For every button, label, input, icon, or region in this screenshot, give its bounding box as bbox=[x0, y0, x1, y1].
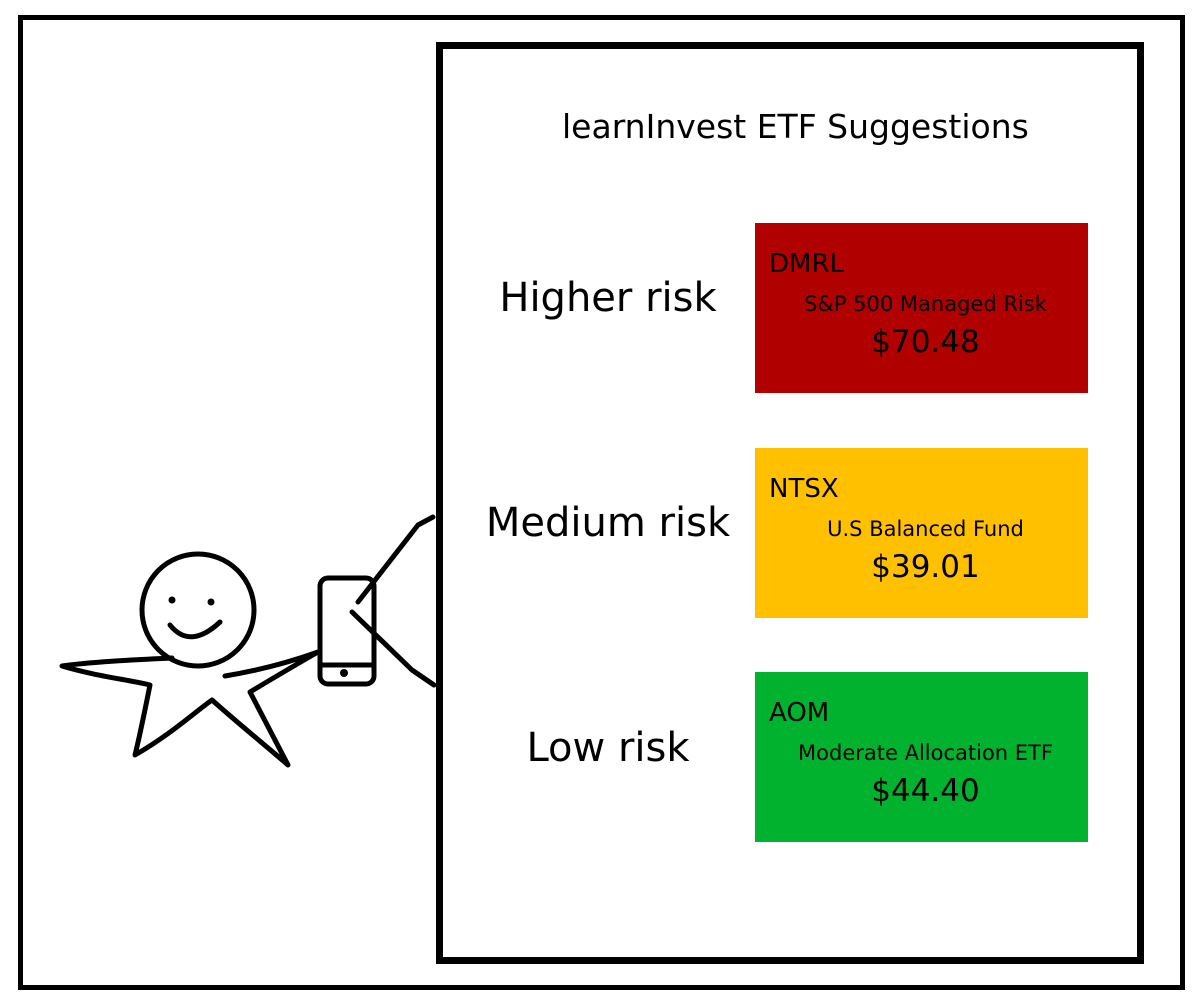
phone-screen-panel: learnInvest ETF Suggestions Higher risk … bbox=[436, 42, 1144, 964]
outer-frame bbox=[18, 15, 1185, 990]
etf-card-dmrl[interactable]: DMRL S&P 500 Managed Risk $70.48 bbox=[755, 223, 1088, 393]
risk-label-higher: Higher risk bbox=[499, 275, 717, 321]
etf-ticker: NTSX bbox=[769, 474, 839, 504]
etf-price: $44.40 bbox=[871, 773, 980, 809]
app-title: learnInvest ETF Suggestions bbox=[562, 107, 1029, 146]
etf-ticker: AOM bbox=[769, 698, 830, 728]
etf-price: $70.48 bbox=[871, 324, 980, 360]
etf-fund-name: Moderate Allocation ETF bbox=[798, 741, 1053, 765]
risk-label-medium: Medium risk bbox=[485, 500, 731, 546]
etf-card-ntsx[interactable]: NTSX U.S Balanced Fund $39.01 bbox=[755, 448, 1088, 618]
etf-price: $39.01 bbox=[871, 549, 980, 585]
etf-fund-name: U.S Balanced Fund bbox=[827, 517, 1024, 541]
etf-ticker: DMRL bbox=[769, 249, 845, 279]
etf-fund-name: S&P 500 Managed Risk bbox=[804, 292, 1047, 316]
risk-label-low: Low risk bbox=[526, 725, 690, 771]
etf-card-aom[interactable]: AOM Moderate Allocation ETF $44.40 bbox=[755, 672, 1088, 842]
